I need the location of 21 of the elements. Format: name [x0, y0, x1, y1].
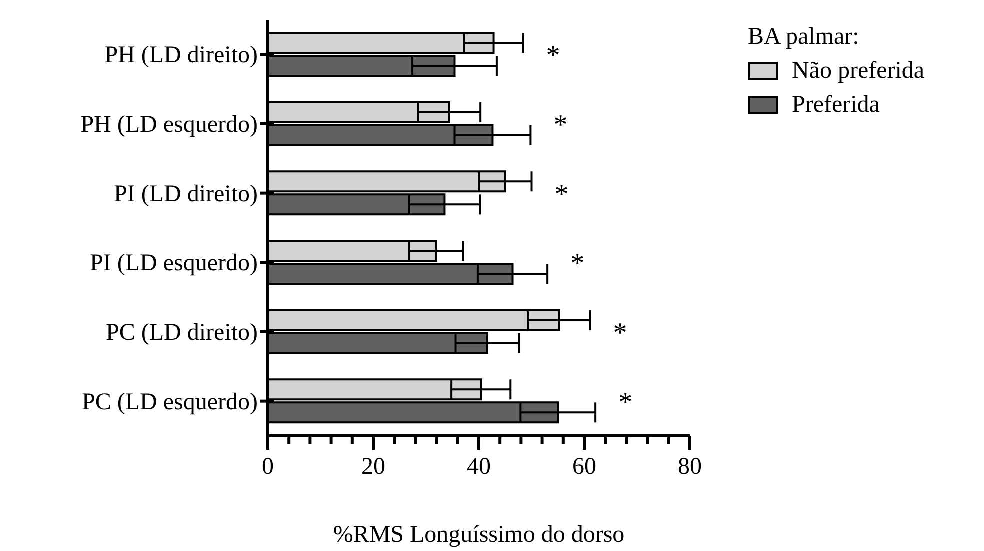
y-tick-label: PI (LD esquerdo): [90, 250, 258, 277]
y-tick-label: PC (LD direito): [106, 320, 258, 346]
annotation: *: [618, 387, 633, 418]
y-tick-label: PH (LD esquerdo): [80, 112, 258, 138]
annotation: *: [554, 179, 569, 210]
y-tick-label: PC (LD esquerdo): [82, 389, 258, 416]
x-tick-label: 0: [262, 454, 274, 480]
y-tick-label: PH (LD direito): [104, 42, 258, 69]
x-tick-label: 20: [362, 454, 386, 480]
annotation: *: [554, 110, 568, 141]
x-tick-label: 80: [678, 454, 702, 480]
x-axis-title: %RMS Longuíssimo do dorso: [333, 522, 625, 548]
legend-title: BA palmar:: [748, 23, 860, 52]
annotation: *: [546, 40, 560, 72]
x-tick-label: 40: [467, 454, 491, 480]
x-tick-label: 60: [572, 454, 596, 480]
y-tick-label: PI (LD direito): [114, 181, 258, 208]
legend-label: Preferida: [792, 91, 880, 120]
legend-label: Não preferida: [792, 57, 925, 86]
annotation: *: [570, 248, 585, 280]
annotation: *: [613, 318, 628, 349]
